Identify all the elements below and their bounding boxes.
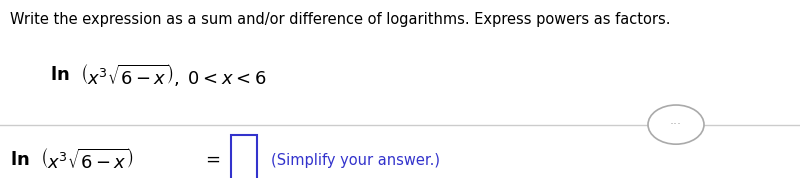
FancyBboxPatch shape: [231, 135, 257, 178]
Text: $\left(x^3\sqrt{6-x}\right),\;0<x<6$: $\left(x^3\sqrt{6-x}\right),\;0<x<6$: [80, 61, 266, 88]
Text: (Simplify your answer.): (Simplify your answer.): [271, 153, 440, 168]
Text: ···: ···: [670, 118, 682, 131]
Text: $\left(x^3\sqrt{6-x}\right)$: $\left(x^3\sqrt{6-x}\right)$: [40, 148, 134, 173]
Text: $\mathbf{ln}$: $\mathbf{ln}$: [50, 66, 69, 84]
Text: $\mathbf{ln}$: $\mathbf{ln}$: [10, 151, 29, 169]
Text: =: =: [206, 151, 221, 169]
Ellipse shape: [648, 105, 704, 144]
Text: Write the expression as a sum and/or difference of logarithms. Express powers as: Write the expression as a sum and/or dif…: [10, 12, 670, 27]
